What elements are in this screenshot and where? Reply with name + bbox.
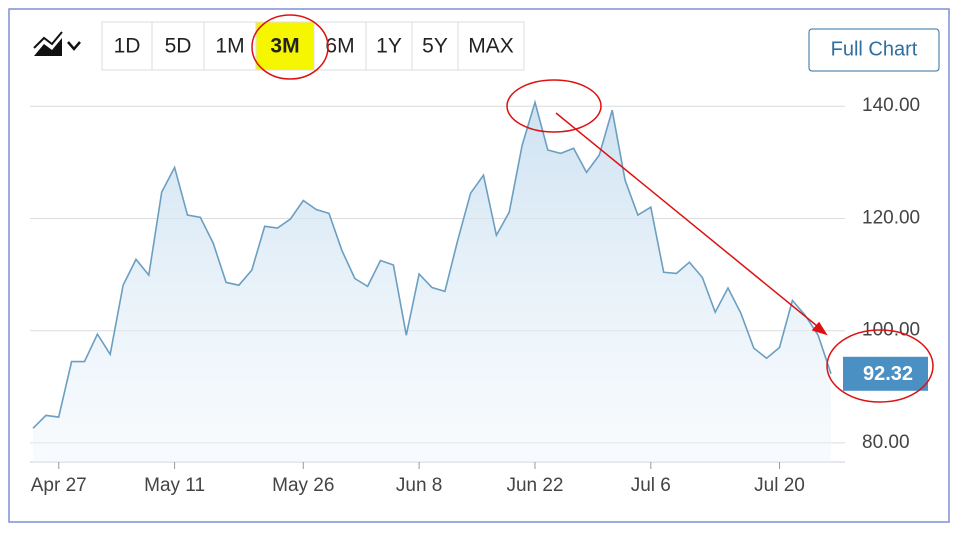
full-chart-label[interactable]: Full Chart xyxy=(831,38,918,60)
annotation-circle xyxy=(506,79,602,133)
chart-type-menu[interactable] xyxy=(33,31,81,56)
range-button[interactable] xyxy=(411,21,459,71)
range-label[interactable]: 6M xyxy=(325,35,354,58)
range-label[interactable]: 1M xyxy=(215,35,244,58)
annotations xyxy=(251,14,934,403)
full-chart-button[interactable] xyxy=(808,28,940,72)
range-label[interactable]: 5Y xyxy=(422,35,448,58)
range-button[interactable] xyxy=(101,21,153,71)
x-tick-label: May 11 xyxy=(144,475,205,496)
range-label[interactable]: 3M xyxy=(270,35,299,58)
price-line xyxy=(32,99,832,429)
range-label[interactable]: 1D xyxy=(114,35,141,58)
x-tick-label: Apr 27 xyxy=(31,475,87,496)
x-tick-label: May 26 xyxy=(272,475,334,496)
area xyxy=(33,102,831,463)
annotation-circle xyxy=(251,14,329,80)
x-tick-label: Jul 20 xyxy=(754,475,805,496)
x-tick-label: Jul 6 xyxy=(631,475,671,496)
last-price-badge xyxy=(843,356,928,391)
last-price-label: 92.32 xyxy=(863,363,913,385)
range-toolbar: 1D 5D 1M 3M 6M 1Y 5Y MAX xyxy=(101,21,525,71)
range-button[interactable] xyxy=(151,21,205,71)
y-tick-label: 120.00 xyxy=(862,207,920,228)
range-label[interactable]: 1Y xyxy=(376,35,402,58)
x-tick-label: Jun 8 xyxy=(396,475,442,496)
range-button[interactable] xyxy=(203,21,257,71)
arrow-head xyxy=(811,321,828,336)
range-label[interactable]: MAX xyxy=(468,35,514,58)
range-button[interactable] xyxy=(255,21,315,71)
annotation-circle xyxy=(826,329,934,403)
range-button[interactable] xyxy=(457,21,525,71)
range-label[interactable]: 5D xyxy=(165,35,192,58)
y-tick-label: 80.00 xyxy=(862,432,910,453)
x-tick-label: Jun 22 xyxy=(506,475,563,496)
annotation-arrow xyxy=(555,112,823,331)
y-tick-label: 140.00 xyxy=(862,95,920,116)
